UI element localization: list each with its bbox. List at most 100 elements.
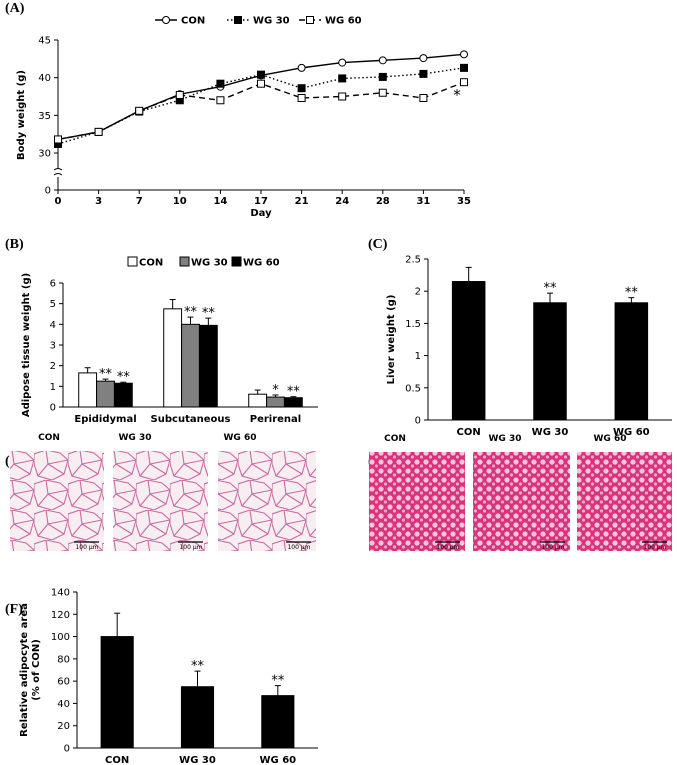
image-title: WG 60 — [224, 433, 257, 443]
marker — [216, 79, 225, 88]
micrograph — [10, 451, 104, 551]
legend-label: CON — [181, 16, 205, 27]
marker — [378, 88, 387, 97]
legend-label: WG 60 — [243, 258, 280, 269]
micrograph — [113, 451, 208, 551]
x-tick-label: Epididymal — [74, 414, 136, 425]
image-title: WG 30 — [119, 433, 152, 443]
y-tick-label: 6 — [50, 279, 56, 290]
significance: ** — [271, 674, 285, 689]
legend-label: WG 60 — [325, 16, 362, 27]
marker — [162, 16, 170, 24]
marker — [338, 92, 347, 101]
scale-label: 100 μm — [287, 544, 310, 551]
y-tick-label: 2.5 — [405, 255, 421, 266]
panel-label: (C) — [368, 237, 388, 252]
marker — [378, 56, 387, 65]
x-tick-label: 10 — [173, 196, 187, 207]
marker — [135, 106, 144, 115]
x-tick-label: 24 — [335, 196, 349, 207]
x-tick-label: 7 — [136, 196, 143, 207]
y-tick-label: 4 — [50, 320, 56, 331]
y-tick-label: 35 — [38, 111, 51, 122]
y-axis-label: Liver weight (g) — [386, 295, 397, 385]
micrograph — [218, 451, 316, 551]
scale-label: 100 μm — [436, 544, 459, 551]
legend-swatch — [127, 256, 138, 267]
x-tick-label: 21 — [295, 196, 309, 207]
bar — [100, 636, 134, 749]
legend-label: WG 30 — [191, 258, 228, 269]
y-tick-label: 2 — [50, 361, 56, 372]
bar — [180, 686, 215, 749]
x-tick-label: 3 — [95, 196, 102, 207]
scale-label: 100 μm — [541, 544, 564, 551]
x-tick-label: CON — [457, 427, 481, 438]
legend-label: WG 30 — [253, 16, 290, 27]
bar — [614, 302, 649, 421]
significance: ** — [544, 281, 558, 296]
x-tick-label: 31 — [416, 196, 430, 207]
panel-label: (B) — [5, 237, 24, 252]
x-tick-label: CON — [105, 755, 129, 765]
y-tick-label: 1 — [415, 351, 421, 362]
x-tick-label: 14 — [213, 196, 227, 207]
x-tick-label: WG 30 — [179, 755, 216, 765]
y-tick-label: 40 — [38, 73, 51, 84]
y-tick-label: 60 — [57, 677, 70, 688]
y-tick-label: 2 — [415, 287, 421, 298]
x-tick-label: 17 — [254, 196, 268, 207]
x-tick-label: WG 30 — [532, 427, 569, 438]
axis-break — [53, 168, 63, 176]
line — [57, 53, 465, 141]
bar — [181, 323, 200, 408]
y-tick-label: 0 — [50, 403, 56, 414]
legend-label: CON — [139, 258, 163, 269]
marker — [94, 127, 103, 136]
image-title: WG 30 — [489, 434, 522, 444]
x-tick-label: 28 — [376, 196, 390, 207]
bar — [533, 302, 567, 421]
bar — [78, 372, 98, 408]
scale-label: 100 μm — [179, 544, 202, 551]
line — [57, 81, 465, 141]
y-axis-label: Body weight (g) — [16, 70, 27, 160]
image-title: WG 60 — [594, 434, 627, 444]
legend-swatch — [231, 256, 242, 267]
y-tick-label: 0 — [45, 186, 51, 197]
marker — [297, 63, 306, 72]
legend-swatch — [179, 256, 190, 267]
bar — [113, 382, 133, 408]
bar — [266, 396, 285, 408]
significance: ** — [117, 370, 131, 385]
x-axis-label: Day — [250, 208, 272, 219]
marker — [460, 78, 468, 87]
marker — [306, 16, 314, 24]
annotation: * — [453, 86, 461, 104]
bar — [96, 380, 115, 408]
significance: ** — [99, 367, 113, 382]
significance: ** — [191, 659, 205, 674]
micrograph — [473, 452, 570, 551]
marker — [257, 79, 265, 88]
y-tick-label: 100 — [51, 632, 70, 643]
scale-label: 100 μm — [643, 544, 666, 551]
y-tick-label: 30 — [38, 149, 51, 160]
y-tick-label: 140 — [51, 588, 70, 599]
y-tick-label: 40 — [57, 699, 70, 710]
marker — [419, 54, 428, 63]
image-title: CON — [38, 433, 60, 443]
x-tick-label: 0 — [55, 196, 62, 207]
marker — [419, 69, 428, 78]
significance: ** — [184, 305, 198, 320]
bar — [451, 281, 486, 421]
marker — [297, 84, 306, 93]
y-tick-label: 80 — [57, 654, 70, 665]
micrograph — [369, 452, 465, 551]
y-tick-label: 0 — [64, 744, 70, 755]
marker — [234, 16, 242, 24]
marker — [338, 74, 347, 83]
marker — [460, 63, 468, 72]
y-tick-label: 45 — [38, 36, 51, 47]
bar — [163, 308, 183, 408]
